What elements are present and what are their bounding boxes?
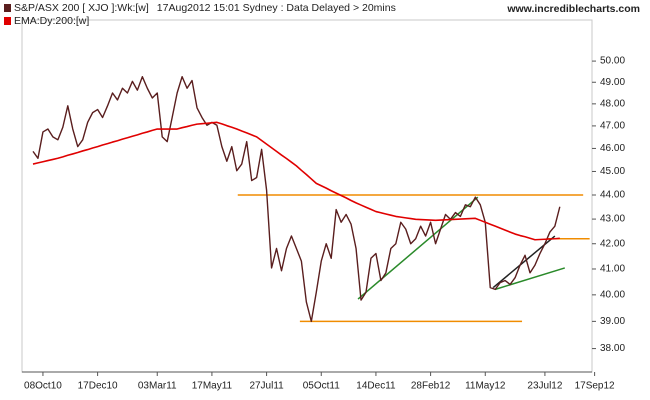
y-tick-label: 39.00: [600, 316, 625, 327]
y-tick-label: 45.00: [600, 166, 625, 177]
chart-subtitle: 17Aug2012 15:01 Sydney : Data Delayed > …: [157, 2, 396, 14]
x-tick-label: 14Dec11: [356, 381, 396, 392]
x-tick-label: 28Feb12: [411, 381, 451, 392]
y-tick-label: 41.00: [600, 264, 625, 275]
x-tick-label: 17Dec10: [78, 381, 118, 392]
x-tick-label: 27Jul11: [249, 381, 284, 392]
legend-label: S&P/ASX 200 [ XJO ]:Wk:[w]: [14, 2, 149, 14]
x-tick-label: 17Sep12: [575, 381, 615, 392]
x-tick-label: 05Oct11: [303, 381, 340, 392]
x-tick-label: 08Oct10: [24, 381, 62, 392]
y-tick-label: 43.00: [600, 214, 625, 225]
series-line: [32, 76, 561, 323]
y-tick-label: 38.00: [600, 343, 625, 354]
x-tick-label: 11May12: [465, 381, 506, 392]
y-tick-label: 40.00: [600, 289, 625, 300]
annotation-line: [494, 267, 566, 291]
y-tick-label: 44.00: [600, 190, 625, 201]
y-tick-label: 42.00: [600, 238, 625, 249]
y-tick-label: 48.00: [600, 98, 625, 109]
source: www.incrediblecharts.com: [506, 3, 640, 15]
y-tick-label: 46.00: [600, 143, 625, 154]
y-tick-label: 50.00: [600, 56, 625, 67]
x-tick-label: 17May11: [192, 381, 233, 392]
x-tick-label: 03Mar11: [138, 381, 177, 392]
y-tick-label: 49.00: [600, 77, 625, 88]
legend-swatch: [4, 4, 11, 12]
y-tick-label: 47.00: [600, 121, 625, 132]
legend-swatch: [4, 17, 11, 25]
x-tick-label: 23Jul12: [527, 381, 562, 392]
legend-label: EMA:Dy:200:[w]: [14, 15, 89, 27]
series-line: [32, 121, 560, 241]
